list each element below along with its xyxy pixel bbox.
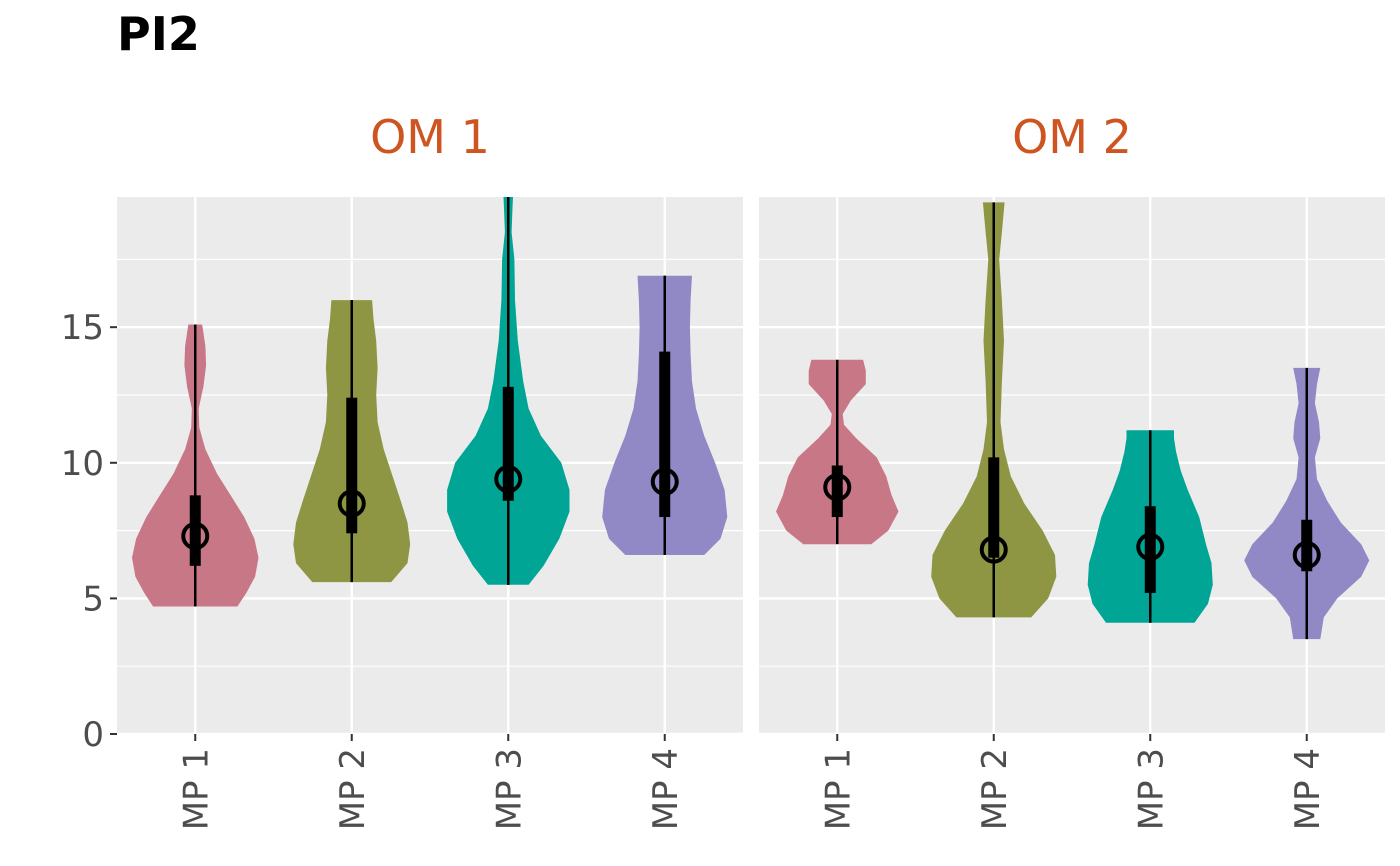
violin-mp-2 xyxy=(293,300,411,583)
violin-mp-4 xyxy=(1244,367,1370,640)
x-tick-label: MP 3 xyxy=(1131,748,1171,830)
violin-mp-3 xyxy=(1087,430,1213,623)
iqr-box xyxy=(988,457,1000,558)
iqr-box xyxy=(502,386,514,501)
median-marker xyxy=(1292,541,1321,569)
violin-mp-1 xyxy=(132,324,259,607)
iqr-box xyxy=(1144,506,1156,593)
facet-strip-label: OM 2 xyxy=(1012,110,1132,164)
facet-strip-label: OM 1 xyxy=(370,110,490,164)
x-tick-label: MP 1 xyxy=(176,748,216,830)
x-tick-label: MP 2 xyxy=(975,748,1015,830)
median-marker xyxy=(823,473,852,502)
panel-1: OM 1 MP 1 MP 2 MP 3 MP 4 xyxy=(117,110,743,830)
y-tick-label: 15 xyxy=(61,308,104,348)
iqr-box xyxy=(189,495,201,566)
median-marker xyxy=(1136,532,1165,561)
violin-mp-1 xyxy=(776,359,899,545)
y-tick-label: 10 xyxy=(61,444,104,484)
y-tick-label: 0 xyxy=(82,715,104,755)
x-tick-label: MP 4 xyxy=(646,748,686,830)
chart-title: PI2 xyxy=(117,7,200,61)
median-marker xyxy=(181,522,210,551)
violin-mp-4 xyxy=(602,275,728,555)
x-tick-label: MP 3 xyxy=(489,748,529,830)
violin-mp-3 xyxy=(447,197,570,585)
median-marker xyxy=(650,467,679,496)
panel-2: OM 2 MP 1 MP 2 MP 3 MP 4 xyxy=(759,110,1385,830)
iqr-box xyxy=(346,397,358,534)
iqr-box xyxy=(831,465,843,518)
x-tick-label: MP 2 xyxy=(333,748,373,830)
median-marker xyxy=(337,489,366,518)
iqr-box xyxy=(1301,519,1313,572)
iqr-box xyxy=(659,351,671,518)
x-tick-label: MP 1 xyxy=(818,748,858,830)
violin-mp-2 xyxy=(931,202,1057,618)
y-tick-label: 5 xyxy=(82,579,104,619)
x-tick-label: MP 4 xyxy=(1288,748,1328,830)
median-marker xyxy=(494,465,523,494)
median-marker xyxy=(979,535,1008,564)
